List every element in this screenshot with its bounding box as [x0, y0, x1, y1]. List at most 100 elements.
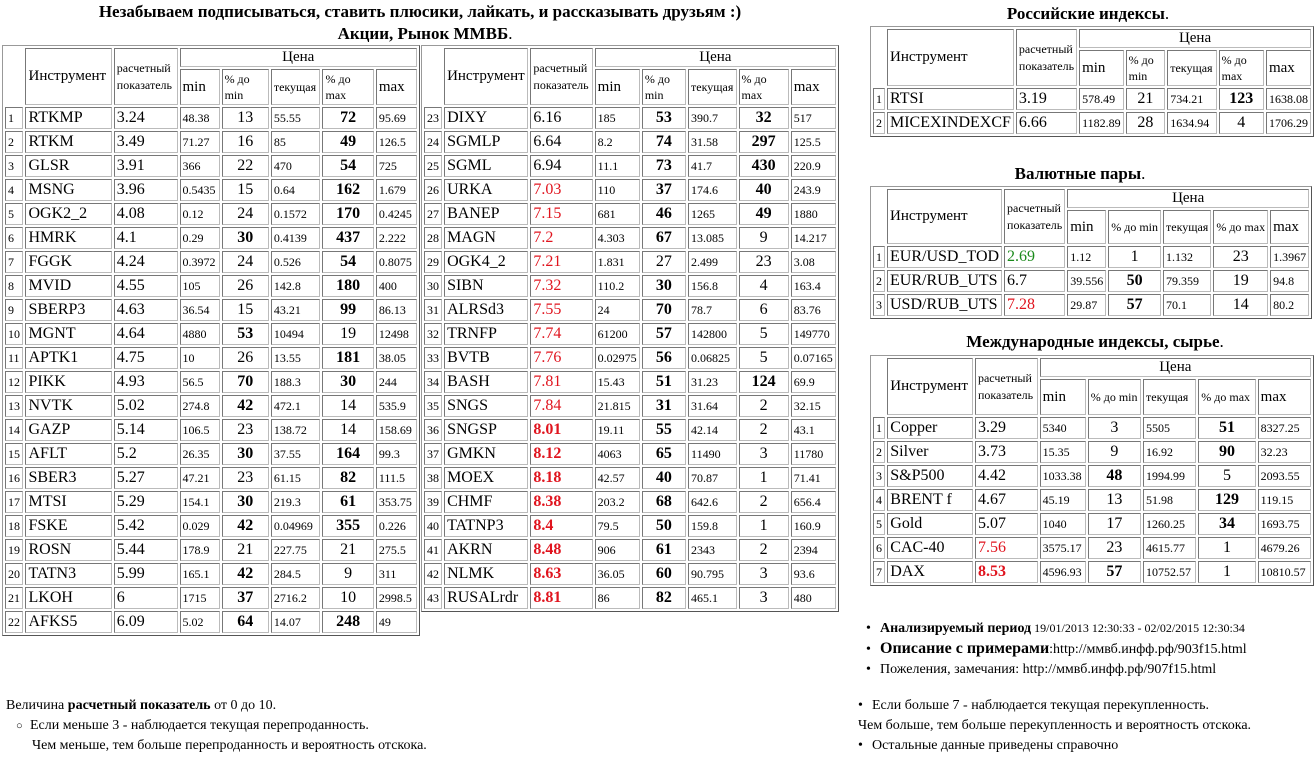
- header-current[interactable]: текущая: [1167, 50, 1217, 86]
- table-row[interactable]: 7 DAX 8.53 4596.93 57 10752.57 1 10810.57: [873, 561, 1311, 583]
- instrument-name[interactable]: MICEXINDEXCF: [887, 112, 1014, 134]
- table-row[interactable]: 3 S&P500 4.42 1033.38 48 1994.99 5 2093.55: [873, 465, 1311, 487]
- instrument-name[interactable]: ROSN: [25, 539, 112, 561]
- table-row[interactable]: 6 CAC-40 7.56 3575.17 23 4615.77 1 4679.26: [873, 537, 1311, 559]
- info-feedback[interactable]: • Пожеления, замечания: http://ммвб.инфф.…: [866, 660, 1247, 680]
- table-row[interactable]: 4 MSNG 3.96 0.5435 15 0.64 162 1.679: [5, 179, 417, 201]
- table-row[interactable]: 33 BVTB 7.76 0.02975 56 0.06825 5 0.07165: [424, 347, 836, 369]
- table-row[interactable]: 29 OGK4_2 7.21 1.831 27 2.499 23 3.08: [424, 251, 836, 273]
- table-row[interactable]: 10 MGNT 4.64 4880 53 10494 19 12498: [5, 323, 417, 345]
- table-row[interactable]: 14 GAZP 5.14 106.5 23 138.72 14 158.69: [5, 419, 417, 441]
- instrument-name[interactable]: SNGS: [444, 395, 529, 417]
- header-min[interactable]: min: [1079, 50, 1124, 86]
- instrument-name[interactable]: TATN3: [25, 563, 112, 585]
- table-row[interactable]: 31 ALRSd3 7.55 24 70 78.7 6 83.76: [424, 299, 836, 321]
- header-min[interactable]: min: [594, 69, 640, 105]
- header-instrument[interactable]: Инструмент: [887, 189, 1003, 244]
- instrument-name[interactable]: AFLT: [25, 443, 112, 465]
- header-calc[interactable]: расчетный показатель: [974, 358, 1038, 415]
- header-min[interactable]: min: [1039, 379, 1086, 415]
- table-row[interactable]: 3 USD/RUB_UTS 7.28 29.87 57 70.1 14 80.2: [873, 294, 1310, 316]
- table-row[interactable]: 41 AKRN 8.48 906 61 2343 2 2394: [424, 539, 836, 561]
- table-row[interactable]: 4 BRENT f 4.67 45.19 13 51.98 129 119.15: [873, 489, 1311, 511]
- table-row[interactable]: 2 Silver 3.73 15.35 9 16.92 90 32.23: [873, 441, 1311, 463]
- header-instrument[interactable]: Инструмент: [887, 358, 973, 415]
- table-row[interactable]: 6 HMRK 4.1 0.29 30 0.4139 437 2.222: [5, 227, 417, 249]
- table-row[interactable]: 26 URKA 7.03 110 37 174.6 40 243.9: [424, 179, 836, 201]
- instrument-name[interactable]: RTKM: [25, 131, 112, 153]
- instrument-name[interactable]: GAZP: [25, 419, 112, 441]
- table-row[interactable]: 32 TRNFP 7.74 61200 57 142800 5 149770: [424, 323, 836, 345]
- header-current[interactable]: текущая: [1163, 210, 1212, 244]
- table-row[interactable]: 8 MVID 4.55 105 26 142.8 180 400: [5, 275, 417, 297]
- table-row[interactable]: 1 EUR/USD_TOD 2.69 1.12 1 1.132 23 1.3967: [873, 246, 1310, 268]
- instrument-name[interactable]: GMKN: [444, 443, 529, 465]
- table-row[interactable]: 28 MAGN 7.2 4.303 67 13.085 9 14.217: [424, 227, 836, 249]
- table-row[interactable]: 30 SIBN 7.32 110.2 30 156.8 4 163.4: [424, 275, 836, 297]
- header-instrument[interactable]: Инструмент: [887, 29, 1014, 86]
- instrument-name[interactable]: SGMLP: [444, 131, 529, 153]
- table-row[interactable]: 35 SNGS 7.84 21.815 31 31.64 2 32.15: [424, 395, 836, 417]
- instrument-name[interactable]: URKA: [444, 179, 529, 201]
- instrument-name[interactable]: BASH: [444, 371, 529, 393]
- instrument-name[interactable]: AFKS5: [25, 611, 112, 633]
- instrument-name[interactable]: MAGN: [444, 227, 529, 249]
- table-row[interactable]: 19 ROSN 5.44 178.9 21 227.75 21 275.5: [5, 539, 417, 561]
- instrument-name[interactable]: ALRSd3: [444, 299, 529, 321]
- header-pct-max[interactable]: % до max: [1213, 210, 1269, 244]
- table-row[interactable]: 11 APTK1 4.75 10 26 13.55 181 38.05: [5, 347, 417, 369]
- header-min[interactable]: min: [179, 69, 220, 105]
- header-pct-min[interactable]: % до min: [1125, 50, 1166, 86]
- table-row[interactable]: 1 RTSI 3.19 578.49 21 734.21 123 1638.08: [873, 88, 1311, 110]
- instrument-name[interactable]: EUR/USD_TOD: [887, 246, 1003, 268]
- instrument-name[interactable]: RUSALrdr: [444, 587, 529, 609]
- instrument-name[interactable]: LKOH: [25, 587, 112, 609]
- table-row[interactable]: 18 FSKE 5.42 0.029 42 0.04969 355 0.226: [5, 515, 417, 537]
- instrument-name[interactable]: FGGK: [25, 251, 112, 273]
- instrument-name[interactable]: HMRK: [25, 227, 112, 249]
- table-row[interactable]: 1 Copper 3.29 5340 3 5505 51 8327.25: [873, 417, 1311, 439]
- instrument-name[interactable]: APTK1: [25, 347, 112, 369]
- table-row[interactable]: 15 AFLT 5.2 26.35 30 37.55 164 99.3: [5, 443, 417, 465]
- header-calc[interactable]: расчетный показатель: [1015, 29, 1078, 86]
- header-current[interactable]: текущая: [688, 69, 737, 105]
- header-min[interactable]: min: [1067, 210, 1107, 244]
- instrument-name[interactable]: SBER3: [25, 467, 112, 489]
- instrument-name[interactable]: MSNG: [25, 179, 112, 201]
- table-row[interactable]: 2 RTKM 3.49 71.27 16 85 49 126.5: [5, 131, 417, 153]
- instrument-name[interactable]: CAC-40: [887, 537, 973, 559]
- table-row[interactable]: 43 RUSALrdr 8.81 86 82 465.1 3 480: [424, 587, 836, 609]
- examples-link[interactable]: :http://ммвб.инфф.рф/903f15.html: [1049, 642, 1247, 657]
- header-calc[interactable]: расчетный показатель: [1004, 189, 1066, 244]
- header-current[interactable]: текущая: [270, 69, 321, 105]
- table-row[interactable]: 25 SGML 6.94 11.1 73 41.7 430 220.9: [424, 155, 836, 177]
- instrument-name[interactable]: NVTK: [25, 395, 112, 417]
- instrument-name[interactable]: SGML: [444, 155, 529, 177]
- table-row[interactable]: 23 DIXY 6.16 185 53 390.7 32 517: [424, 107, 836, 129]
- header-pct-min[interactable]: % до min: [221, 69, 269, 105]
- header-pct-min[interactable]: % до min: [1087, 379, 1141, 415]
- table-row[interactable]: 9 SBERP3 4.63 36.54 15 43.21 99 86.13: [5, 299, 417, 321]
- instrument-name[interactable]: PIKK: [25, 371, 112, 393]
- instrument-name[interactable]: RTSI: [887, 88, 1014, 110]
- table-row[interactable]: 24 SGMLP 6.64 8.2 74 31.58 297 125.5: [424, 131, 836, 153]
- table-row[interactable]: 40 TATNP3 8.4 79.5 50 159.8 1 160.9: [424, 515, 836, 537]
- table-row[interactable]: 17 MTSI 5.29 154.1 30 219.3 61 353.75: [5, 491, 417, 513]
- header-calc[interactable]: расчетный показатель: [530, 48, 593, 105]
- header-pct-min[interactable]: % до min: [641, 69, 687, 105]
- instrument-name[interactable]: OGK2_2: [25, 203, 112, 225]
- instrument-name[interactable]: BVTB: [444, 347, 529, 369]
- instrument-name[interactable]: EUR/RUB_UTS: [887, 270, 1003, 292]
- table-row[interactable]: 22 AFKS5 6.09 5.02 64 14.07 248 49: [5, 611, 417, 633]
- instrument-name[interactable]: FSKE: [25, 515, 112, 537]
- instrument-name[interactable]: TATNP3: [444, 515, 529, 537]
- header-pct-max[interactable]: % до max: [1198, 379, 1256, 415]
- instrument-name[interactable]: OGK4_2: [444, 251, 529, 273]
- header-max[interactable]: max: [375, 69, 417, 105]
- instrument-name[interactable]: GLSR: [25, 155, 112, 177]
- instrument-name[interactable]: Gold: [887, 513, 973, 535]
- instrument-name[interactable]: SNGSP: [444, 419, 529, 441]
- instrument-name[interactable]: AKRN: [444, 539, 529, 561]
- table-row[interactable]: 3 GLSR 3.91 366 22 470 54 725: [5, 155, 417, 177]
- feedback-link[interactable]: Пожеления, замечания: http://ммвб.инфф.р…: [880, 662, 1217, 677]
